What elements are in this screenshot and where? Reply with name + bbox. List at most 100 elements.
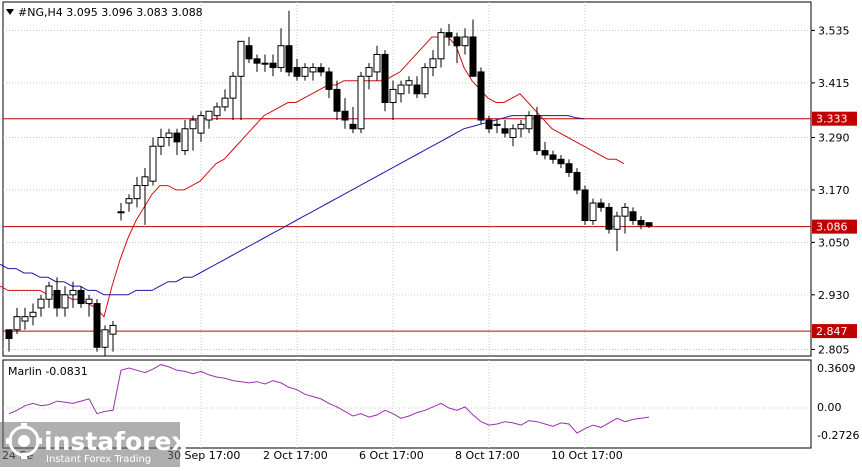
candle-body xyxy=(397,84,405,95)
level-tag xyxy=(812,219,857,234)
instaforex-logo-icon xyxy=(6,423,42,459)
candle-body xyxy=(325,71,333,90)
candle-body xyxy=(341,110,349,121)
main-panel[interactable] xyxy=(2,1,812,357)
candle-body xyxy=(205,110,213,121)
candle-body xyxy=(213,106,221,117)
candle-body xyxy=(117,211,125,214)
candle-body xyxy=(149,145,157,182)
candle-body xyxy=(573,171,581,191)
candle-body xyxy=(517,123,525,130)
time-label: 8 Oct 17:00 xyxy=(455,449,520,462)
candle-body xyxy=(357,75,365,130)
marlin-line xyxy=(8,364,650,434)
candle-body xyxy=(85,298,93,305)
candle-body xyxy=(557,158,565,165)
candle-body xyxy=(101,329,109,348)
price-tick-label: 3.170 xyxy=(818,184,850,197)
level-tag-label: 3.086 xyxy=(816,221,848,234)
candle-body xyxy=(29,311,37,318)
candle-body xyxy=(461,36,469,47)
candle-body xyxy=(253,58,261,64)
candle-body xyxy=(53,289,61,309)
candle-body xyxy=(245,45,253,60)
candle-body xyxy=(501,128,509,134)
candle-body xyxy=(381,53,389,104)
candle-body xyxy=(197,115,205,134)
watermark-brand: instaforex xyxy=(44,427,188,456)
candle-body xyxy=(437,32,445,60)
candle-body xyxy=(5,329,13,340)
time-label: 6 Oct 17:00 xyxy=(359,449,424,462)
candle-body xyxy=(365,67,373,77)
time-label: 30 Sep 17:00 xyxy=(167,449,240,462)
time-label: 2 Oct 17:00 xyxy=(263,449,328,462)
candle-body xyxy=(269,62,277,69)
candle-body xyxy=(565,163,573,173)
candle-body xyxy=(293,67,301,77)
candle-body xyxy=(605,206,613,230)
price-tick-label: 3.050 xyxy=(818,236,850,249)
watermark: instaforex Instant Forex Trading xyxy=(0,422,188,467)
oscillator xyxy=(8,364,650,434)
candle-body xyxy=(549,154,557,160)
candle-body xyxy=(469,36,477,77)
candle-body xyxy=(405,80,413,86)
candle-body xyxy=(229,75,237,99)
candle-body xyxy=(621,206,629,217)
level-labels: 3.333 3.086 2.847 xyxy=(812,111,857,339)
candle-body xyxy=(613,215,621,230)
candle-body xyxy=(629,211,637,222)
grid xyxy=(3,2,811,448)
candle-body xyxy=(13,316,21,331)
candle-body xyxy=(477,71,485,121)
candle-body xyxy=(77,289,85,305)
candle-body xyxy=(133,185,141,200)
ma-fast-line xyxy=(0,36,625,318)
candle-body xyxy=(317,67,325,73)
indicator-label: Marlin -0.0831 xyxy=(8,365,88,378)
symbol-header: #NG,H4 3.095 3.096 3.083 3.088 xyxy=(18,6,203,19)
osc-tick-bottom: -0.2726 xyxy=(817,429,859,442)
price-tick-label: 3.290 xyxy=(818,131,850,144)
dropdown-triangle-icon[interactable] xyxy=(6,9,14,15)
candle-body xyxy=(413,84,421,95)
price-axis: 3.535 3.415 3.290 3.170 3.050 2.930 2.805 xyxy=(811,24,850,356)
watermark-tagline: Instant Forex Trading xyxy=(46,454,151,465)
candle-body xyxy=(157,136,165,147)
price-tick-label: 3.535 xyxy=(818,24,850,37)
candle-body xyxy=(453,36,461,47)
candles xyxy=(5,10,653,356)
candle-body xyxy=(21,316,29,322)
osc-tick-top: 0.3609 xyxy=(817,362,856,375)
candle-body xyxy=(509,128,517,138)
candle-body xyxy=(45,285,53,300)
candle-body xyxy=(221,97,229,108)
level-tag xyxy=(812,324,857,339)
level-lines xyxy=(3,118,811,332)
candle-body xyxy=(429,58,437,69)
candle-body xyxy=(261,62,269,65)
candle-body xyxy=(525,115,533,130)
price-tick-label: 2.805 xyxy=(818,343,850,356)
level-tag-label: 2.847 xyxy=(816,325,848,338)
candle-body xyxy=(69,289,77,296)
candle-body xyxy=(61,294,69,309)
candle-body xyxy=(581,189,589,222)
candle-body xyxy=(181,128,189,152)
candle-body xyxy=(597,202,605,208)
candle-body xyxy=(373,53,381,73)
price-tick-label: 3.415 xyxy=(818,77,850,90)
candle-body xyxy=(389,88,397,104)
candle-body xyxy=(445,32,453,38)
candle-body xyxy=(645,222,653,227)
candle-body xyxy=(349,123,357,130)
candle-body xyxy=(125,198,133,204)
price-tick-label: 2.930 xyxy=(818,289,850,302)
level-tag-label: 3.333 xyxy=(816,113,848,126)
candle-body xyxy=(421,67,429,95)
candle-body xyxy=(541,150,549,156)
level-tag xyxy=(812,111,857,126)
